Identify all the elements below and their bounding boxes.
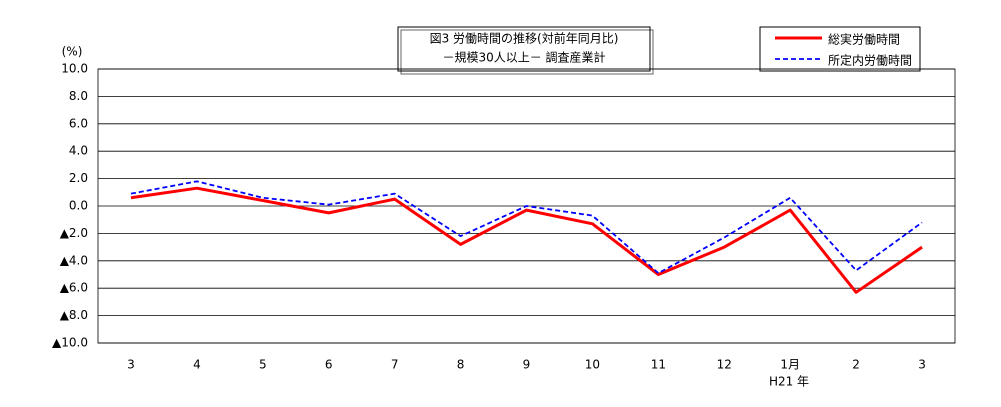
chart-subtitle: －規模30人以上－ 調査産業計	[442, 50, 605, 65]
x-tick-label: 3	[918, 358, 926, 372]
annotation: H21 年	[769, 375, 809, 389]
y-tick-label: 4.0	[69, 144, 88, 158]
x-tick-label: 5	[259, 358, 267, 372]
y-tick-label: ▲4.0	[60, 253, 88, 267]
y-tick-label: 8.0	[69, 89, 88, 103]
title-box	[397, 26, 651, 72]
y-tick-label: ▲6.0	[60, 281, 88, 295]
x-tick-label: 8	[457, 358, 465, 372]
x-tick-label: 1月	[780, 358, 800, 372]
title-box-shadow	[400, 29, 654, 75]
x-tick-label: 9	[523, 358, 531, 372]
y-axis-label: (%)	[62, 45, 83, 59]
x-tick-label: 4	[193, 358, 201, 372]
x-tick-label: 6	[325, 358, 333, 372]
x-tick-label: 12	[717, 358, 732, 372]
y-tick-label: ▲10.0	[52, 336, 88, 350]
x-tick-label: 2	[852, 358, 860, 372]
y-tick-label: 2.0	[69, 171, 88, 185]
legend-label: 総実労働時間	[828, 32, 900, 47]
legend-box	[759, 26, 921, 72]
y-tick-label: 10.0	[61, 62, 88, 76]
y-tick-label: 6.0	[69, 116, 88, 130]
y-tick-label: 0.0	[69, 199, 88, 213]
series-line	[130, 180, 923, 275]
chart-title: 図3 労働時間の推移(対前年同月比)	[430, 31, 619, 46]
x-tick-label: 3	[127, 358, 135, 372]
x-tick-label: 11	[651, 358, 666, 372]
x-tick-label: 10	[585, 358, 600, 372]
legend-label: 所定内労働時間	[828, 53, 912, 68]
x-tick-label: 7	[391, 358, 399, 372]
y-tick-label: ▲8.0	[60, 308, 88, 322]
y-tick-label: ▲2.0	[60, 226, 88, 240]
series-line	[130, 186, 923, 294]
